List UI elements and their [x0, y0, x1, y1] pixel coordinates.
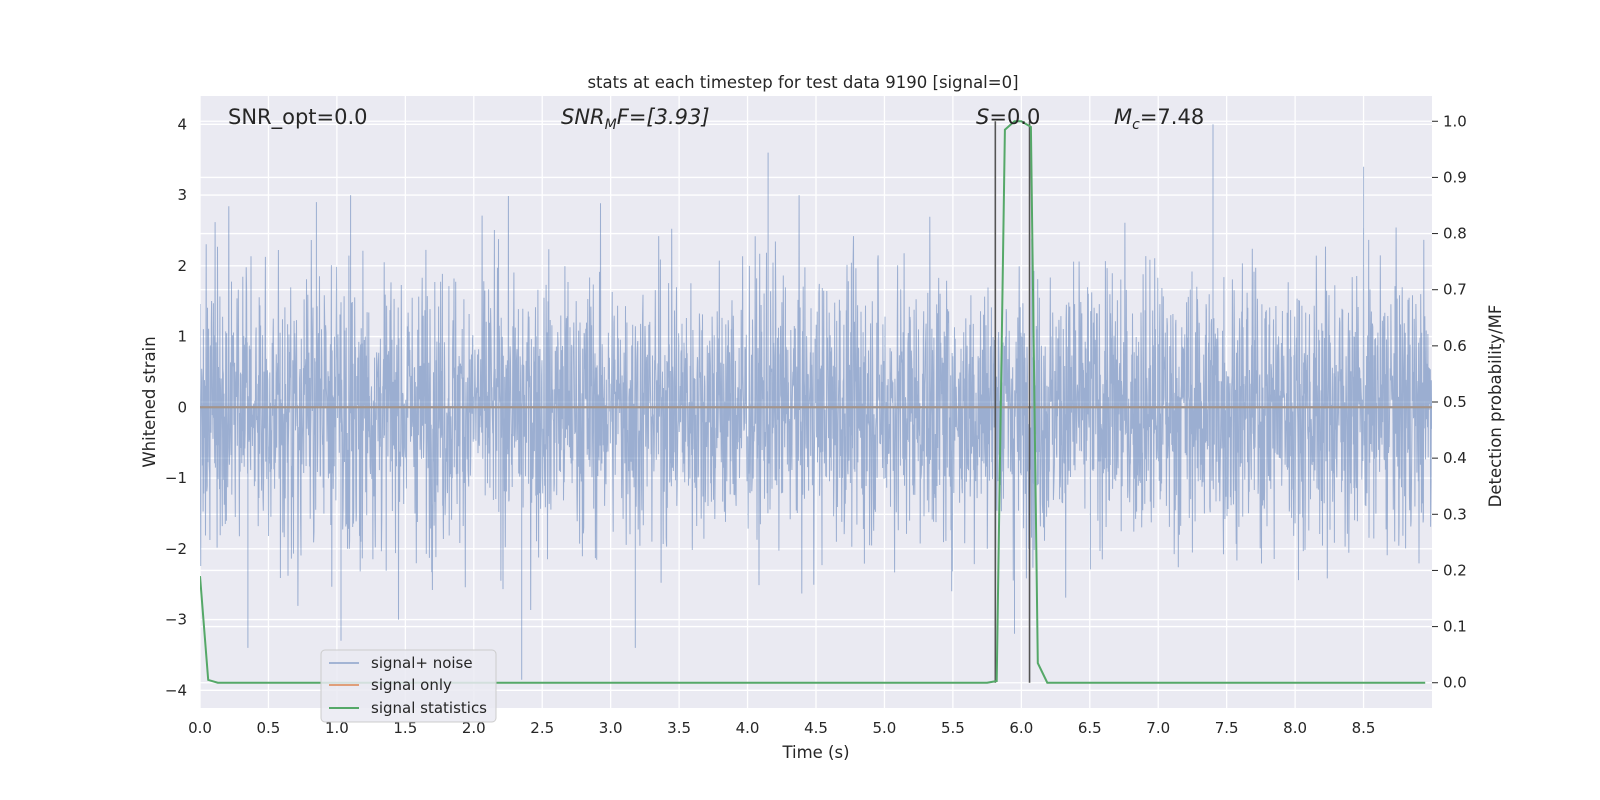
y-tick-label: 1	[177, 328, 187, 346]
x-tick-label: 0.0	[188, 719, 212, 737]
x-tick-label: 5.5	[941, 719, 965, 737]
annotation-s-symbol: S	[976, 105, 989, 129]
annotation-mc: Mc=7.48	[1114, 105, 1204, 133]
annotation-mc-sub: c	[1132, 117, 1140, 133]
legend-label-signal-only: signal only	[371, 676, 452, 694]
y2-tick-label: 0.6	[1443, 337, 1467, 355]
y-axis-ticks: −4 −3 −2 −1 0 1 2 3 4	[165, 115, 187, 699]
x-tick-label: 6.5	[1078, 719, 1102, 737]
annotations: SNR_opt=0.0 SNRMF=[3.93] S=0.0 Mc=7.48	[228, 105, 1204, 133]
y-tick-label: −2	[165, 540, 187, 558]
x-tick-label: 4.5	[804, 719, 828, 737]
y2-tick-label: 0.0	[1443, 674, 1467, 692]
annotation-s: S=0.0	[976, 105, 1040, 129]
legend-label-signal-statistics: signal statistics	[371, 699, 487, 717]
y-tick-label: 4	[177, 115, 187, 133]
x-tick-label: 6.0	[1009, 719, 1033, 737]
plot-area	[199, 96, 1432, 708]
y2-tick-label: 0.8	[1443, 225, 1467, 243]
series-signal-noise	[200, 124, 1432, 680]
series-signal-statistics	[200, 120, 1426, 684]
x-tick-label: 4.0	[736, 719, 760, 737]
x-axis-ticks: 0.0 0.5 1.0 1.5 2.0 2.5 3.0 3.5 4.0 4.5 5.0 5.5 6.0 6…	[188, 719, 1375, 737]
x-tick-label: 8.0	[1283, 719, 1307, 737]
y-tick-label: 2	[177, 257, 187, 275]
chart-title: stats at each timestep for test data 919…	[587, 73, 1018, 92]
annotation-snr-mf-symbol: SNR	[561, 105, 605, 129]
x-tick-label: 8.5	[1352, 719, 1376, 737]
y2-tick-label: 0.2	[1443, 561, 1467, 579]
y2-tick-label: 0.9	[1443, 168, 1467, 186]
legend-label-signal-noise: signal+ noise	[371, 654, 473, 672]
y-axis-label: Whitened strain	[140, 336, 159, 467]
annotation-snr-opt: SNR_opt=0.0	[228, 105, 368, 130]
legend-box	[320, 649, 497, 723]
x-tick-label: 7.5	[1215, 719, 1239, 737]
y2-tick-label: 0.3	[1443, 505, 1467, 523]
vertical-markers	[200, 121, 1432, 683]
x-tick-label: 2.0	[462, 719, 486, 737]
y2-tick-label: 0.7	[1443, 281, 1467, 299]
annotation-snr-mf-sub: M	[605, 117, 617, 133]
annotation-snr-mf: SNRMF=[3.93]	[561, 105, 710, 133]
x-tick-label: 0.5	[257, 719, 281, 737]
annotation-s-rest: =0.0	[989, 105, 1040, 129]
x-tick-label: 3.5	[667, 719, 691, 737]
y2-tick-label: 1.0	[1443, 112, 1467, 130]
annotation-mc-symbol: M	[1114, 105, 1132, 129]
x-axis-label: Time (s)	[781, 743, 849, 762]
y2-axis-label: Detection probability/MF	[1486, 305, 1505, 508]
y-tick-label: 3	[177, 186, 187, 204]
y-tick-label: 0	[177, 398, 187, 416]
x-tick-label: 1.0	[325, 719, 349, 737]
legend: signal+ noise signal only signal statist…	[320, 649, 497, 723]
y2-tick-label: 0.5	[1443, 393, 1467, 411]
x-tick-label: 3.0	[599, 719, 623, 737]
y-tick-label: −1	[165, 469, 187, 487]
annotation-mc-rest: =7.48	[1140, 105, 1204, 129]
x-tick-label: 7.0	[1146, 719, 1170, 737]
x-tick-label: 2.5	[530, 719, 554, 737]
annotation-snr-mf-rest: F=[3.93]	[617, 105, 710, 129]
y2-axis-ticks: 0.0 0.1 0.2 0.3 0.4 0.5 0.6 0.7 0.8 0.9 1.0	[1432, 112, 1467, 692]
y-tick-label: −3	[165, 611, 187, 629]
y2-tick-label: 0.4	[1443, 449, 1467, 467]
y2-tick-label: 0.1	[1443, 618, 1467, 636]
y-tick-label: −4	[165, 681, 187, 699]
x-tick-label: 5.0	[873, 719, 897, 737]
x-tick-label: 1.5	[393, 719, 417, 737]
